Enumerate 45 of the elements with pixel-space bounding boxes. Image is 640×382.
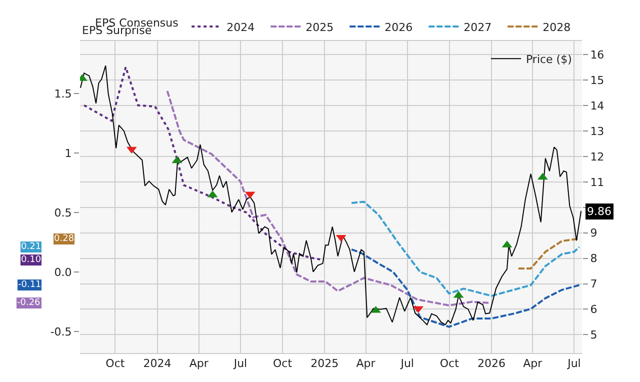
y2-tick-label: 8 [590,252,598,266]
y2-tick-label: 11 [590,176,604,189]
y2-tick-label: 7 [590,278,598,291]
x-tick-label: Oct [273,357,293,370]
line-series [166,90,491,306]
x-tick-label: 2025 [310,357,339,370]
legend-label: 2027 [464,20,492,34]
legend-label: 2028 [542,20,571,34]
text: 0.28 [54,234,74,244]
legend-label: Price ($) [526,52,572,66]
x-tick-label: Apr [356,357,376,370]
x-tick-label: Jul [400,357,414,370]
y-tick-label: 0.5 [54,206,72,220]
x-tick-label: Jul [232,357,248,370]
x-tick-label: Oct [440,357,460,370]
data-label: 9.86 [587,205,612,218]
legend-label: 2026 [384,20,413,34]
y2-tick-label: 14 [590,99,604,112]
text: 0.21 [21,242,42,252]
y2-tick-label: 6 [590,303,598,316]
y2-tick-label: 13 [590,124,604,138]
text: -0.26 [17,298,41,308]
y-tick-label: 1.5 [54,87,72,100]
y-tick-label: -0.5 [50,325,72,338]
y2-tick-label: 9 [590,226,598,240]
x-tick-label: 2024 [143,357,172,370]
x-tick-label: Apr [189,357,209,370]
line-series [80,65,582,326]
y2-tick-label: 16 [590,48,604,62]
x-tick-label: Jul [566,357,581,370]
y2-tick-label: 12 [590,150,604,164]
line-series [517,238,580,270]
x-tick-label: Oct [106,357,126,370]
y-tick-label: 1 [64,146,72,160]
line-series [350,200,580,297]
text: -0.11 [18,280,42,290]
y2-tick-label: 5 [590,328,598,342]
text: 0.10 [21,255,42,265]
x-tick-label: Apr [523,357,543,370]
legend-label: 2024 [226,20,255,34]
line-series [350,248,580,328]
y-tick-label: 0.0 [54,266,72,279]
x-tick-label: 2026 [477,357,506,370]
legend-label: 2025 [306,20,334,34]
y2-tick-label: 15 [590,74,604,88]
